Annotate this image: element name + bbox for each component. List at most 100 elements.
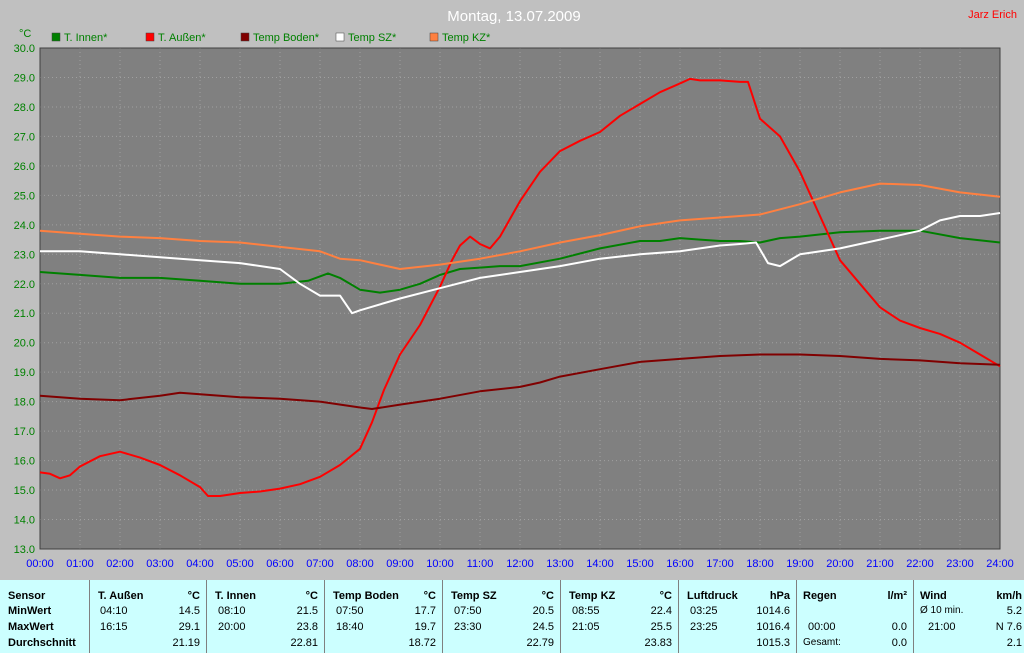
x-tick-label: 01:00 — [66, 558, 94, 570]
legend-label: Temp SZ* — [348, 32, 397, 44]
x-tick-label: 18:00 — [746, 558, 774, 570]
x-axis-ticks: 00:00 01:00 02:00 03:00 04:00 05:00 06:00 07:00… — [26, 558, 1014, 570]
legend-label: T. Außen* — [158, 32, 206, 44]
series-line-temp-sz — [40, 212, 1001, 315]
max-time: 16:15 — [100, 621, 128, 633]
col-unit: °C — [541, 590, 554, 602]
y-tick-label: 27.0 — [14, 131, 35, 143]
x-tick-label: 20:00 — [826, 558, 854, 570]
max-value: 1016.4 — [756, 621, 790, 633]
min-value: 21.5 — [296, 605, 318, 617]
x-tick-label: 14:00 — [586, 558, 614, 570]
series-line-t-au-en — [39, 77, 1001, 497]
legend-swatch — [335, 32, 345, 42]
stats-col-luftdruck: Luftdruck hPa 03:25 1014.6 23:25 1016.4 101… — [679, 580, 797, 653]
y-tick-label: 29.0 — [14, 72, 35, 84]
regen-time: 00:00 — [808, 621, 836, 633]
avg-value: 22.79 — [526, 637, 554, 649]
x-tick-label: 02:00 — [106, 558, 134, 570]
avg-value: 18.72 — [408, 637, 436, 649]
col-name: Regen — [803, 590, 837, 602]
max-time: 18:40 — [336, 621, 364, 633]
col-unit: km/h — [996, 590, 1022, 602]
min-time: 08:10 — [218, 605, 246, 617]
plot-area — [40, 48, 1000, 549]
x-tick-label: 17:00 — [706, 558, 734, 570]
avg-value: 1015.3 — [756, 637, 790, 649]
x-tick-label: 00:00 — [26, 558, 54, 570]
x-tick-label: 08:00 — [346, 558, 374, 570]
avg-value: 2.1 — [1006, 637, 1022, 649]
y-tick-label: 30.0 — [14, 43, 35, 55]
chart-legend: T. Innen* T. Außen* Temp Boden* Temp SZ* Tem… — [51, 32, 491, 44]
col-unit: °C — [423, 590, 436, 602]
y-tick-label: 18.0 — [14, 397, 35, 409]
max-time: 21:00 — [928, 621, 956, 633]
y-unit-label: °C — [19, 28, 31, 40]
statistics-table: Sensor MinWert MaxWert Durchschnitt T. A… — [0, 580, 1024, 653]
gesamt-value: 0.0 — [891, 637, 907, 649]
min-value: 1014.6 — [756, 605, 790, 617]
x-tick-label: 03:00 — [146, 558, 174, 570]
wind-avg10-label: Ø 10 min. — [920, 605, 964, 616]
y-tick-label: 22.0 — [14, 279, 35, 291]
col-unit: hPa — [769, 590, 790, 602]
legend-swatch — [51, 32, 61, 42]
chart-series — [39, 77, 1001, 497]
stats-label-column: Sensor MinWert MaxWert Durchschnitt — [0, 580, 90, 653]
stats-col-temp-sz: Temp SZ °C 07:50 20.5 23:30 24.5 22.79 — [443, 580, 561, 653]
sensor-header: Sensor — [8, 590, 46, 602]
temperature-chart: 13.0 14.0 15.0 16.0 17.0 18.0 19.0 20.0 21.0 22.0… — [14, 8, 1017, 570]
stats-col-t-innen: T. Innen °C 08:10 21.5 20:00 23.8 22.81 — [207, 580, 325, 653]
author-label: Jarz Erich — [968, 9, 1017, 21]
max-value: 24.5 — [532, 621, 554, 633]
legend-swatch — [145, 32, 155, 42]
stats-col-temp-boden: Temp Boden °C 07:50 17.7 18:40 19.7 18.72 — [325, 580, 443, 653]
x-tick-label: 04:00 — [186, 558, 214, 570]
max-value: 25.5 — [650, 621, 672, 633]
avg-value: 23.83 — [644, 637, 672, 649]
y-tick-label: 25.0 — [14, 190, 35, 202]
min-value: 22.4 — [650, 605, 672, 617]
max-value: N 7.6 — [995, 621, 1022, 633]
y-tick-label: 20.0 — [14, 338, 35, 350]
x-tick-label: 21:00 — [866, 558, 894, 570]
y-tick-label: 19.0 — [14, 367, 35, 379]
max-value: 19.7 — [414, 621, 436, 633]
col-name: T. Innen — [215, 590, 256, 602]
y-tick-label: 13.0 — [14, 544, 35, 556]
max-time: 20:00 — [218, 621, 246, 633]
series-line-t-innen — [39, 229, 1001, 294]
x-tick-label: 10:00 — [426, 558, 454, 570]
max-value: 29.1 — [178, 621, 200, 633]
min-value: 20.5 — [532, 605, 554, 617]
x-tick-label: 16:00 — [666, 558, 694, 570]
min-time: 08:55 — [572, 605, 600, 617]
min-value: 14.5 — [178, 605, 200, 617]
min-row-label: MinWert — [8, 605, 52, 617]
x-tick-label: 06:00 — [266, 558, 294, 570]
col-name: Luftdruck — [687, 590, 738, 602]
y-tick-label: 24.0 — [14, 220, 35, 232]
legend-swatch — [429, 32, 439, 42]
min-value: 17.7 — [414, 605, 436, 617]
min-time: 07:50 — [336, 605, 364, 617]
y-tick-label: 16.0 — [14, 456, 35, 468]
y-tick-label: 17.0 — [14, 426, 35, 438]
y-tick-label: 23.0 — [14, 249, 35, 261]
legend-label: Temp KZ* — [442, 32, 491, 44]
stats-col-wind: Wind km/h Ø 10 min. 5.2 21:00 N 7.6 2.1 — [914, 580, 1024, 653]
max-time: 23:30 — [454, 621, 482, 633]
x-tick-label: 11:00 — [467, 558, 494, 570]
min-time: 07:50 — [454, 605, 482, 617]
y-tick-label: 21.0 — [14, 308, 35, 320]
stats-col-regen: Regen l/m² 00:00 0.0 Gesamt: 0.0 — [797, 580, 914, 653]
stats-col-t-aussen: T. Außen °C 04:10 14.5 16:15 29.1 21.19 — [90, 580, 207, 653]
max-value: 23.8 — [296, 621, 318, 633]
max-time: 21:05 — [572, 621, 600, 633]
x-tick-label: 07:00 — [306, 558, 334, 570]
x-tick-label: 19:00 — [786, 558, 814, 570]
legend-label: Temp Boden* — [253, 32, 320, 44]
x-tick-label: 15:00 — [626, 558, 654, 570]
stats-col-temp-kz: Temp KZ °C 08:55 22.4 21:05 25.5 23.83 — [561, 580, 679, 653]
